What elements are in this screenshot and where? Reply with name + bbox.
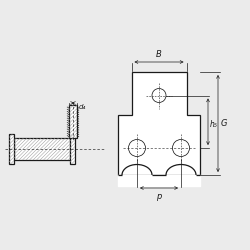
Text: h₅: h₅ xyxy=(210,120,218,129)
Polygon shape xyxy=(118,72,200,175)
Bar xyxy=(14,138,70,160)
Bar xyxy=(69,105,77,138)
Text: d₄: d₄ xyxy=(79,104,86,110)
Text: p: p xyxy=(156,192,162,201)
Text: G: G xyxy=(221,119,228,128)
Circle shape xyxy=(128,140,146,156)
Bar xyxy=(9,134,14,164)
Circle shape xyxy=(152,88,166,102)
Bar xyxy=(70,134,75,164)
Text: B: B xyxy=(156,50,162,59)
Circle shape xyxy=(172,140,190,156)
